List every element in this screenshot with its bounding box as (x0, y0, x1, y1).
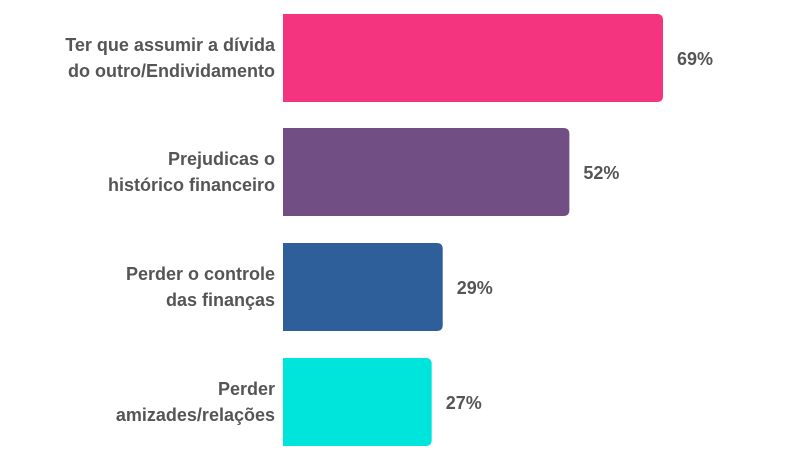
category-label-line: Perder o controle (126, 264, 275, 284)
category-label-line: Perder (218, 379, 275, 399)
category-label-line: Prejudicas o (168, 149, 275, 169)
category-label-4: Perder amizades/relações (116, 379, 275, 425)
bar-1 (283, 14, 663, 102)
value-label-1: 69% (677, 49, 713, 69)
value-label-4: 27% (446, 393, 482, 413)
category-label-line: das finanças (166, 290, 275, 310)
value-label-2: 52% (583, 163, 619, 183)
category-label-line: amizades/relações (116, 405, 275, 425)
value-labels: 69% 52% 29% 27% (446, 49, 713, 413)
value-label-3: 29% (457, 278, 493, 298)
category-label-1: Ter que assumir a dívida do outro/Endivid… (65, 35, 276, 81)
bars-group (283, 14, 663, 446)
category-label-line: do outro/Endividamento (68, 61, 275, 81)
category-label-line: Ter que assumir a dívida (65, 35, 276, 55)
bar-4 (283, 358, 432, 446)
category-label-2: Prejudicas o histórico financeiro (108, 149, 275, 195)
bar-2 (283, 128, 570, 216)
category-label-line: histórico financeiro (108, 175, 275, 195)
category-labels: Ter que assumir a dívida do outro/Endivid… (65, 35, 276, 425)
bar-3 (283, 243, 443, 331)
category-label-3: Perder o controle das finanças (126, 264, 275, 310)
